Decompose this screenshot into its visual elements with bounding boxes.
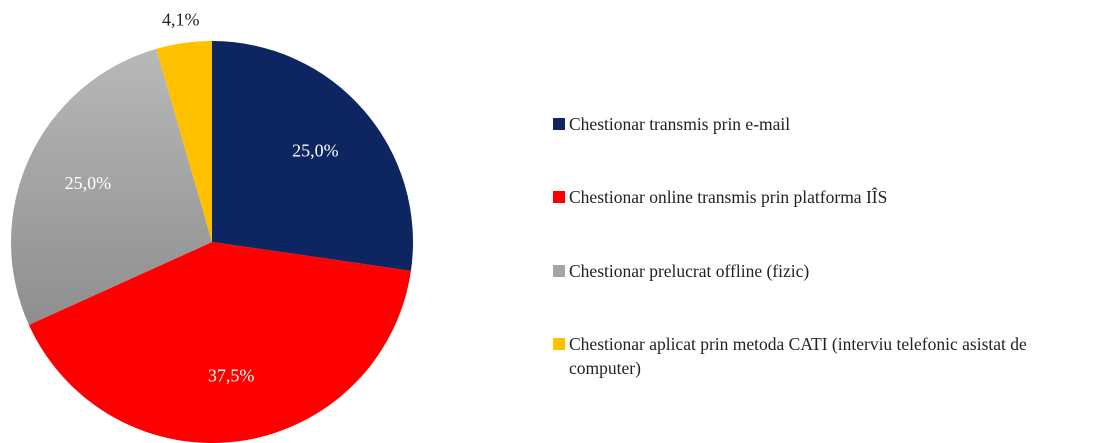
legend-item: Chestionar online transmis prin platform… [553, 185, 1094, 209]
pie-slice [156, 41, 212, 242]
pie-slice [28, 242, 411, 443]
legend-item: Chestionar prelucrat offline (fizic) [553, 259, 1094, 283]
pie-slice [11, 48, 212, 325]
legend-swatch [553, 338, 565, 350]
legend-swatch [553, 265, 565, 277]
legend-item: Chestionar transmis prin e-mail [553, 112, 1094, 136]
data-label: 4,1% [162, 9, 200, 29]
legend-label: Chestionar transmis prin e-mail [569, 114, 791, 134]
data-label: 25,0% [292, 141, 339, 161]
legend-label: Chestionar prelucrat offline (fizic) [569, 261, 810, 281]
legend-label: Chestionar aplicat prin metoda CATI (int… [569, 334, 1027, 378]
legend-swatch [553, 118, 565, 130]
pie-slice [212, 41, 413, 271]
legend-swatch [553, 191, 565, 203]
data-label: 37,5% [208, 365, 255, 385]
legend-label: Chestionar online transmis prin platform… [569, 187, 888, 207]
legend-item: Chestionar aplicat prin metoda CATI (int… [553, 332, 1094, 380]
data-label: 25,0% [65, 173, 112, 193]
